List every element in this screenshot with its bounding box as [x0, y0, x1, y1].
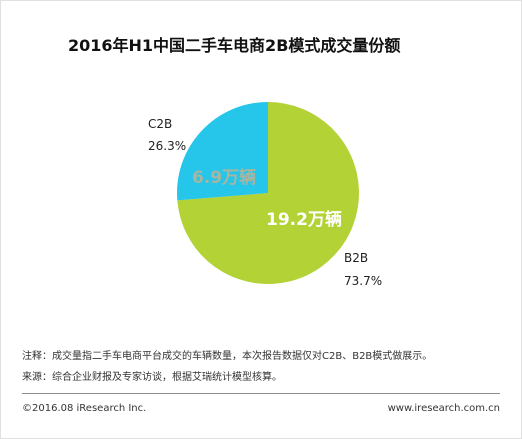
pie-slice-b2b [177, 102, 359, 284]
slice-value-b2b: 19.2万辆 [266, 209, 342, 230]
chart-title: 2016年H1中国二手车电商2B模式成交量份额 [68, 36, 401, 55]
slice-value-c2b: 6.9万辆 [192, 167, 256, 188]
slice-percent-b2b: 73.7% [344, 274, 382, 288]
slice-percent-c2b: 26.3% [148, 139, 186, 153]
pie-slice-c2b [177, 102, 268, 201]
slice-label-c2b: C2B [148, 117, 172, 131]
chart-note: 注释：成交量指二手车电商平台成交的车辆数量，本次报告数据仅对C2B、B2B模式做… [22, 351, 433, 362]
slice-label-b2b: B2B [344, 251, 368, 265]
website-link[interactable]: www.iresearch.com.cn [387, 403, 500, 414]
copyright-text: ©2016.08 iResearch Inc. [22, 403, 147, 414]
chart-source: 来源：综合企业财报及专家访谈，根据艾瑞统计模型核算。 [22, 372, 282, 383]
footer-divider [22, 393, 500, 394]
